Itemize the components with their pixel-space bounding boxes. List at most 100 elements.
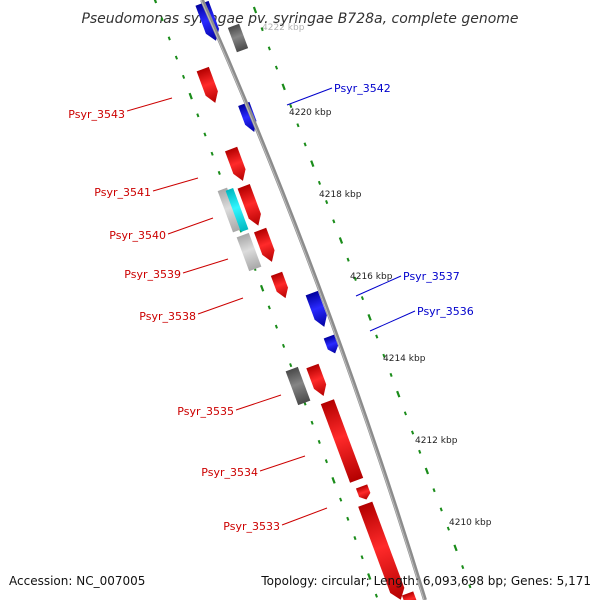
right-dotted-track bbox=[418, 449, 422, 454]
gene-arrow-red[interactable] bbox=[253, 227, 278, 264]
right-dotted-track bbox=[325, 200, 329, 205]
genome-backbone-highlight bbox=[200, 0, 425, 600]
gene-arrow-red[interactable] bbox=[196, 66, 222, 105]
gene-label-psyr-3542[interactable]: Psyr_3542 bbox=[334, 82, 391, 95]
left-dotted-track bbox=[331, 477, 336, 484]
right-dotted-track bbox=[267, 46, 271, 51]
gene-label-psyr-3536[interactable]: Psyr_3536 bbox=[417, 305, 474, 318]
gene-feature-light[interactable] bbox=[217, 187, 243, 233]
right-dotted-track bbox=[396, 390, 401, 398]
left-dotted-track bbox=[267, 305, 271, 310]
leader-line bbox=[197, 297, 244, 315]
gene-arrow-blue[interactable] bbox=[323, 334, 341, 356]
map-title: Pseudomonas syringae pv. syringae B728a,… bbox=[81, 11, 518, 27]
gene-label-psyr-3534[interactable]: Psyr_3534 bbox=[201, 466, 258, 479]
leader-line bbox=[235, 394, 282, 411]
leader-line bbox=[126, 97, 173, 112]
scale-label-4220: 4220 kbp bbox=[289, 108, 332, 118]
left-dotted-track bbox=[324, 459, 328, 464]
right-dotted-track bbox=[382, 353, 386, 358]
scale-label-4212: 4212 kbp bbox=[415, 436, 458, 446]
left-dotted-track bbox=[188, 92, 193, 100]
scale-label-4216: 4216 kbp bbox=[350, 272, 393, 282]
left-dotted-track bbox=[196, 113, 200, 118]
gene-arrow-red[interactable] bbox=[224, 146, 249, 183]
gene-arrow-red[interactable] bbox=[237, 184, 265, 228]
left-dotted-track bbox=[274, 324, 278, 329]
right-dotted-track bbox=[453, 544, 458, 552]
gene-label-psyr-3538[interactable]: Psyr_3538 bbox=[139, 310, 196, 323]
left-dotted-track bbox=[374, 593, 378, 598]
right-dotted-track bbox=[281, 83, 286, 91]
right-dotted-track bbox=[260, 27, 264, 32]
right-dotted-track bbox=[446, 526, 450, 531]
gene-feature-light[interactable] bbox=[236, 232, 262, 272]
leader-line bbox=[259, 455, 306, 472]
gene-arrow-red[interactable] bbox=[270, 271, 291, 301]
leader-line bbox=[182, 258, 229, 274]
left-dotted-track bbox=[367, 573, 372, 580]
scale-label-4218: 4218 kbp bbox=[319, 190, 362, 200]
left-dotted-track bbox=[289, 363, 293, 368]
scale-label-4210: 4210 kbp bbox=[449, 518, 492, 528]
left-dotted-track bbox=[203, 132, 207, 137]
gene-feature-dark[interactable] bbox=[227, 23, 249, 53]
gene-arrow-red[interactable] bbox=[355, 484, 372, 501]
gene-box-red[interactable] bbox=[320, 399, 364, 483]
gene-layer bbox=[195, 0, 419, 600]
left-dotted-track bbox=[160, 17, 164, 22]
accession-label: Accession: NC_007005 bbox=[9, 574, 146, 588]
blue-leader-lines bbox=[286, 87, 416, 332]
gene-label-psyr-3540[interactable]: Psyr_3540 bbox=[109, 229, 166, 242]
left-dotted-track bbox=[317, 439, 321, 444]
left-dotted-track bbox=[346, 516, 350, 521]
gene-feature-highlighted[interactable] bbox=[225, 187, 249, 233]
right-dotted-track bbox=[252, 6, 258, 14]
gene-label-psyr-3541[interactable]: Psyr_3541 bbox=[94, 186, 151, 199]
gene-label-psyr-3537[interactable]: Psyr_3537 bbox=[403, 270, 460, 283]
right-dotted-track bbox=[411, 430, 415, 435]
left-dotted-track bbox=[281, 343, 286, 348]
leader-line bbox=[355, 275, 402, 297]
right-dotted-track bbox=[360, 296, 365, 301]
right-dotted-track bbox=[439, 507, 443, 512]
right-dotted-track bbox=[367, 313, 372, 321]
scale-label-4214: 4214 kbp bbox=[383, 354, 426, 364]
left-dotted-track bbox=[217, 170, 221, 175]
left-dotted-track bbox=[174, 55, 178, 60]
leader-line bbox=[286, 87, 333, 106]
left-dotted-track bbox=[360, 555, 364, 560]
right-dotted-track bbox=[432, 488, 436, 493]
right-dotted-track bbox=[346, 257, 350, 262]
left-dotted-track bbox=[167, 36, 171, 41]
right-dotted-track bbox=[303, 142, 307, 147]
right-dotted-track bbox=[468, 584, 472, 589]
gene-arrow-red[interactable] bbox=[306, 363, 329, 399]
gene-arrow-blue[interactable] bbox=[305, 290, 331, 329]
gene-label-psyr-3533[interactable]: Psyr_3533 bbox=[223, 520, 280, 533]
genome-backbone bbox=[200, 0, 427, 600]
left-dotted-track bbox=[259, 284, 265, 292]
leader-line bbox=[281, 507, 328, 526]
gene-arrow-blue[interactable] bbox=[238, 101, 260, 134]
right-dotted-track bbox=[338, 237, 344, 244]
right-dotted-track bbox=[353, 276, 357, 281]
right-dotted-track bbox=[375, 334, 379, 339]
gene-box-red[interactable] bbox=[401, 591, 419, 600]
gene-label-psyr-3543[interactable]: Psyr_3543 bbox=[68, 108, 125, 121]
gene-label-psyr-3535[interactable]: Psyr_3535 bbox=[177, 405, 234, 418]
right-dotted-track bbox=[403, 411, 407, 416]
gene-feature-dark[interactable] bbox=[285, 366, 311, 406]
right-dotted-track bbox=[274, 65, 279, 70]
gene-arrow-red[interactable] bbox=[358, 501, 408, 600]
right-dotted-track bbox=[424, 467, 430, 475]
gene-arrow-blue[interactable] bbox=[195, 0, 222, 43]
left-dotted-track bbox=[182, 74, 186, 79]
right-dotted-track bbox=[317, 180, 322, 185]
gene-label-psyr-3539[interactable]: Psyr_3539 bbox=[124, 268, 181, 281]
right-dotted-track bbox=[310, 160, 315, 168]
leader-line bbox=[369, 310, 416, 332]
right-dotted-track bbox=[296, 123, 300, 128]
genome-summary-label: Topology: circular; Length: 6,093,698 bp… bbox=[261, 574, 591, 588]
